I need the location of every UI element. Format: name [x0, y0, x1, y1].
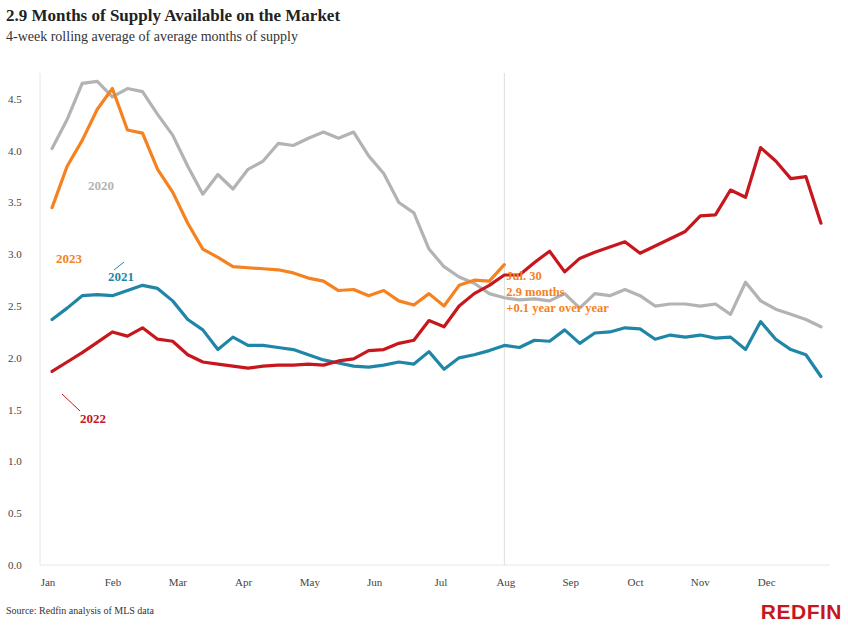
annotation: +0.1 year over year — [506, 301, 609, 315]
annotation: Jul. 30 — [506, 269, 541, 283]
y-tick-label: 1.0 — [8, 455, 22, 467]
y-tick-label: 0.5 — [8, 507, 22, 519]
subtitle: 4-week rolling average of average months… — [6, 29, 298, 44]
plot-area — [52, 81, 821, 376]
x-tick-label: Mar — [169, 576, 188, 588]
x-tick-label: Dec — [758, 576, 776, 588]
series-line-2023 — [52, 89, 504, 307]
x-tick-label: Nov — [691, 576, 710, 588]
series-label: 2020 — [88, 178, 114, 193]
x-tick-label: Apr — [235, 576, 252, 588]
series-label: 2023 — [56, 251, 83, 266]
annotation: 2.9 months — [506, 285, 564, 299]
x-axis-line — [40, 565, 830, 566]
y-tick-label: 4.5 — [8, 93, 22, 105]
x-tick-label: Aug — [496, 576, 515, 588]
series-line-2020 — [52, 81, 821, 326]
x-tick-label: Jul — [435, 576, 448, 588]
y-tick-label: 4.0 — [8, 145, 22, 157]
y-tick-label: 1.5 — [8, 404, 22, 416]
x-tick-label: Feb — [105, 576, 122, 588]
y-axis-line — [40, 73, 41, 565]
x-tick-label: Sep — [562, 576, 579, 588]
logo: REDFIN — [761, 600, 842, 623]
series-label: 2022 — [80, 411, 106, 426]
y-tick-label: 3.5 — [8, 196, 22, 208]
x-tick-label: Jun — [367, 576, 383, 588]
x-tick-label: May — [300, 576, 321, 588]
y-tick-label: 0.0 — [8, 559, 22, 571]
y-tick-label: 3.0 — [8, 248, 22, 260]
source: Source: Redfin analysis of MLS data — [6, 605, 155, 616]
chart: 2.9 Months of Supply Available on the Ma… — [0, 0, 848, 634]
series-line-2022 — [52, 148, 821, 372]
series-label: 2021 — [108, 269, 134, 284]
x-tick-label: Jan — [41, 576, 56, 588]
title: 2.9 Months of Supply Available on the Ma… — [6, 6, 340, 25]
y-tick-label: 2.5 — [8, 300, 22, 312]
reference-line — [504, 73, 505, 565]
background — [0, 0, 848, 634]
series-label-leader — [62, 394, 80, 411]
y-tick-label: 2.0 — [8, 352, 22, 364]
x-tick-label: Oct — [628, 576, 644, 588]
